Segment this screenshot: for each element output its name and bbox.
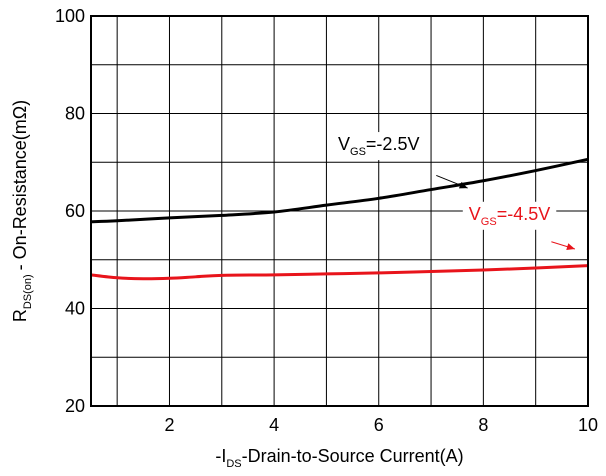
series-arrowhead-1 <box>566 243 575 250</box>
x-tick-label: 2 <box>164 415 174 435</box>
y-axis-label: RDS(on)- On-Resistance(mΩ) <box>10 100 34 322</box>
x-axis-label: -IDS-Drain-to-Source Current(A) <box>215 446 463 470</box>
series-label-bg-0 <box>332 132 426 161</box>
series-arrowhead-0 <box>458 181 468 189</box>
series-label-0: VGS=-2.5V <box>338 134 419 158</box>
plot-frame <box>90 15 589 407</box>
x-tick-label: 10 <box>578 415 598 435</box>
x-tick-label: 4 <box>269 415 279 435</box>
y-tick-label: 80 <box>65 104 85 124</box>
series-label-1: VGS=-4.5V <box>469 204 550 228</box>
series-lines <box>90 157 589 281</box>
y-tick-label: 60 <box>65 201 85 221</box>
x-tick-label: 8 <box>478 415 488 435</box>
y-tick-label: 20 <box>65 396 85 416</box>
y-tick-label: 40 <box>65 299 85 319</box>
tick-labels: 2 4 6 8 10 20 40 60 80 100 <box>55 6 598 435</box>
y-tick-label: 100 <box>55 6 85 26</box>
series-annotations: VGS=-2.5V VGS=-4.5V <box>332 132 576 250</box>
series-label-bg-1 <box>462 201 557 230</box>
series-line-0 <box>90 157 589 224</box>
series-line-1 <box>90 264 589 281</box>
x-tick-label: 6 <box>374 415 384 435</box>
